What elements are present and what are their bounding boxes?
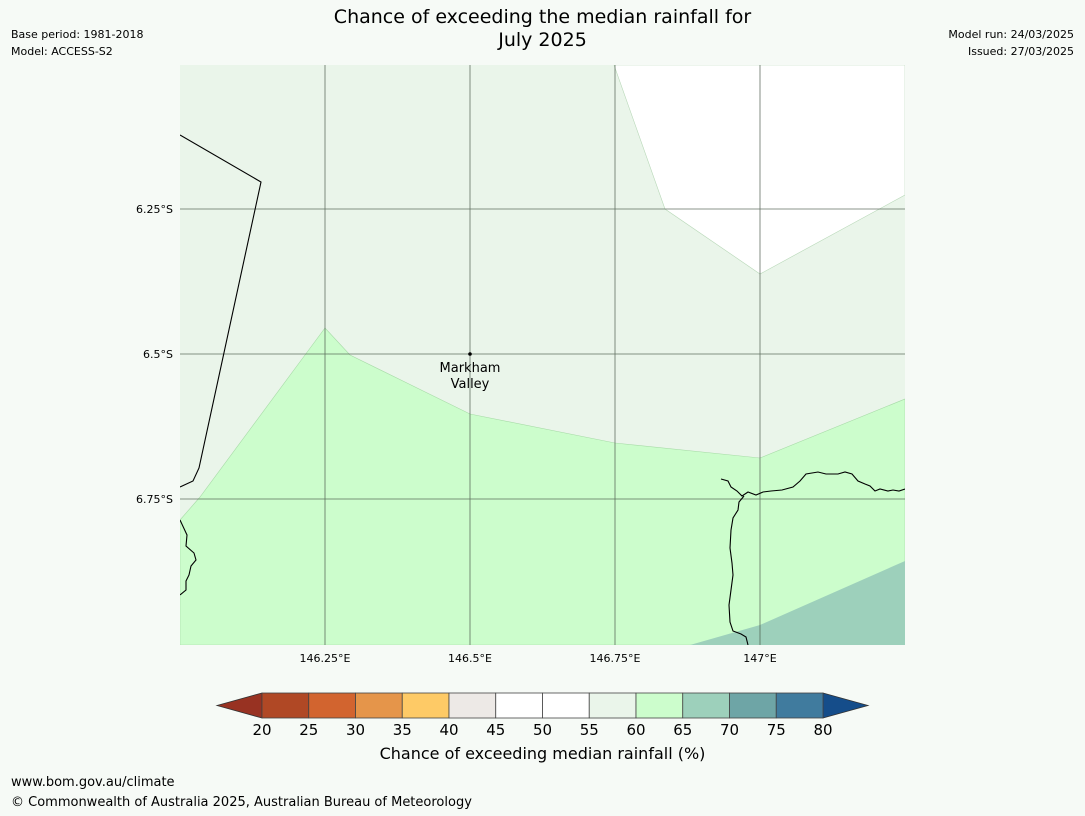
footer-url: www.bom.gov.au/climate [11,775,175,790]
colorbar-tick-label: 45 [486,721,505,739]
colorbar-bin [448,692,497,719]
colorbar: 20 25 30 35 40 45 50 55 60 65 70 75 80 [215,692,870,739]
colorbar-bin [682,692,730,719]
colorbar-tick-label: 35 [393,721,412,739]
zone-60-65 [180,327,905,645]
graticule [180,65,905,645]
colorbar-tick-label: 30 [346,721,365,739]
place-label-line-1: Markham [440,361,501,376]
lon-tick-labels: 146.25°E 146.5°E 146.75°E 147°E [300,652,777,665]
meta-left: Base period: 1981-2018 Model: ACCESS-S2 [11,26,143,60]
lon-label-147: 147°E [743,652,776,665]
meta-right: Model run: 24/03/2025 Issued: 27/03/2025 [948,26,1074,60]
lon-label-146-25: 146.25°E [300,652,351,665]
colorbar-bin [542,692,590,719]
colorbar-tick-label: 25 [299,721,318,739]
lat-label-6-5: 6.5°S [143,348,173,361]
colorbar-bin [495,692,543,719]
west-coastline [180,519,197,596]
colorbar-bin [729,692,777,719]
colorbar-tick-label: 75 [767,721,786,739]
title-line-1: Chance of exceeding the median rainfall … [333,6,752,28]
huon-gulf-coastline [720,471,905,497]
colorbar-bin [261,692,310,719]
colorbar-bin [775,692,824,719]
colorbar-tick-label: 20 [252,721,271,739]
colorbar-bin [355,692,403,719]
map-plot-area: Markham Valley [180,65,905,645]
issued-date: Issued: 27/03/2025 [967,45,1074,58]
colorbar-bin [401,692,450,719]
markham-valley-marker [468,352,472,356]
colorbar-bin [635,692,684,719]
colorbar-bin [588,692,637,719]
colorbar-under-arrow [215,692,263,719]
coastal-river [728,495,749,645]
border-line [180,134,262,488]
colorbar-tick-label: 60 [626,721,645,739]
colorbar-tick-label: 50 [533,721,552,739]
model-name: Model: ACCESS-S2 [11,45,113,58]
lat-label-6-25: 6.25°S [136,203,173,216]
colorbar-tick-label: 80 [813,721,832,739]
colorbar-tick-label: 70 [720,721,739,739]
footer-copyright: © Commonwealth of Australia 2025, Austra… [11,795,472,810]
model-run: Model run: 24/03/2025 [948,28,1074,41]
colorbar-tick-label: 65 [673,721,692,739]
zone-65-70 [690,561,905,645]
lat-tick-labels: 6.25°S 6.5°S 6.75°S [136,203,173,506]
place-label-line-2: Valley [451,377,490,392]
colorbar-tick-label: 40 [439,721,458,739]
lon-label-146-5: 146.5°E [448,652,492,665]
zone-50-55 [613,65,905,275]
base-period: Base period: 1981-2018 [11,28,144,41]
lat-label-6-75: 6.75°S [136,493,173,506]
colorbar-tick-label: 55 [580,721,599,739]
lon-label-146-75: 146.75°E [590,652,641,665]
title-line-2: July 2025 [498,29,587,51]
coastlines [180,134,905,645]
colorbar-label: Chance of exceeding median rainfall (%) [379,744,706,763]
colorbar-over-arrow [822,692,870,719]
page-title: Chance of exceeding the median rainfall … [0,6,1085,52]
colorbar-bin [308,692,356,719]
